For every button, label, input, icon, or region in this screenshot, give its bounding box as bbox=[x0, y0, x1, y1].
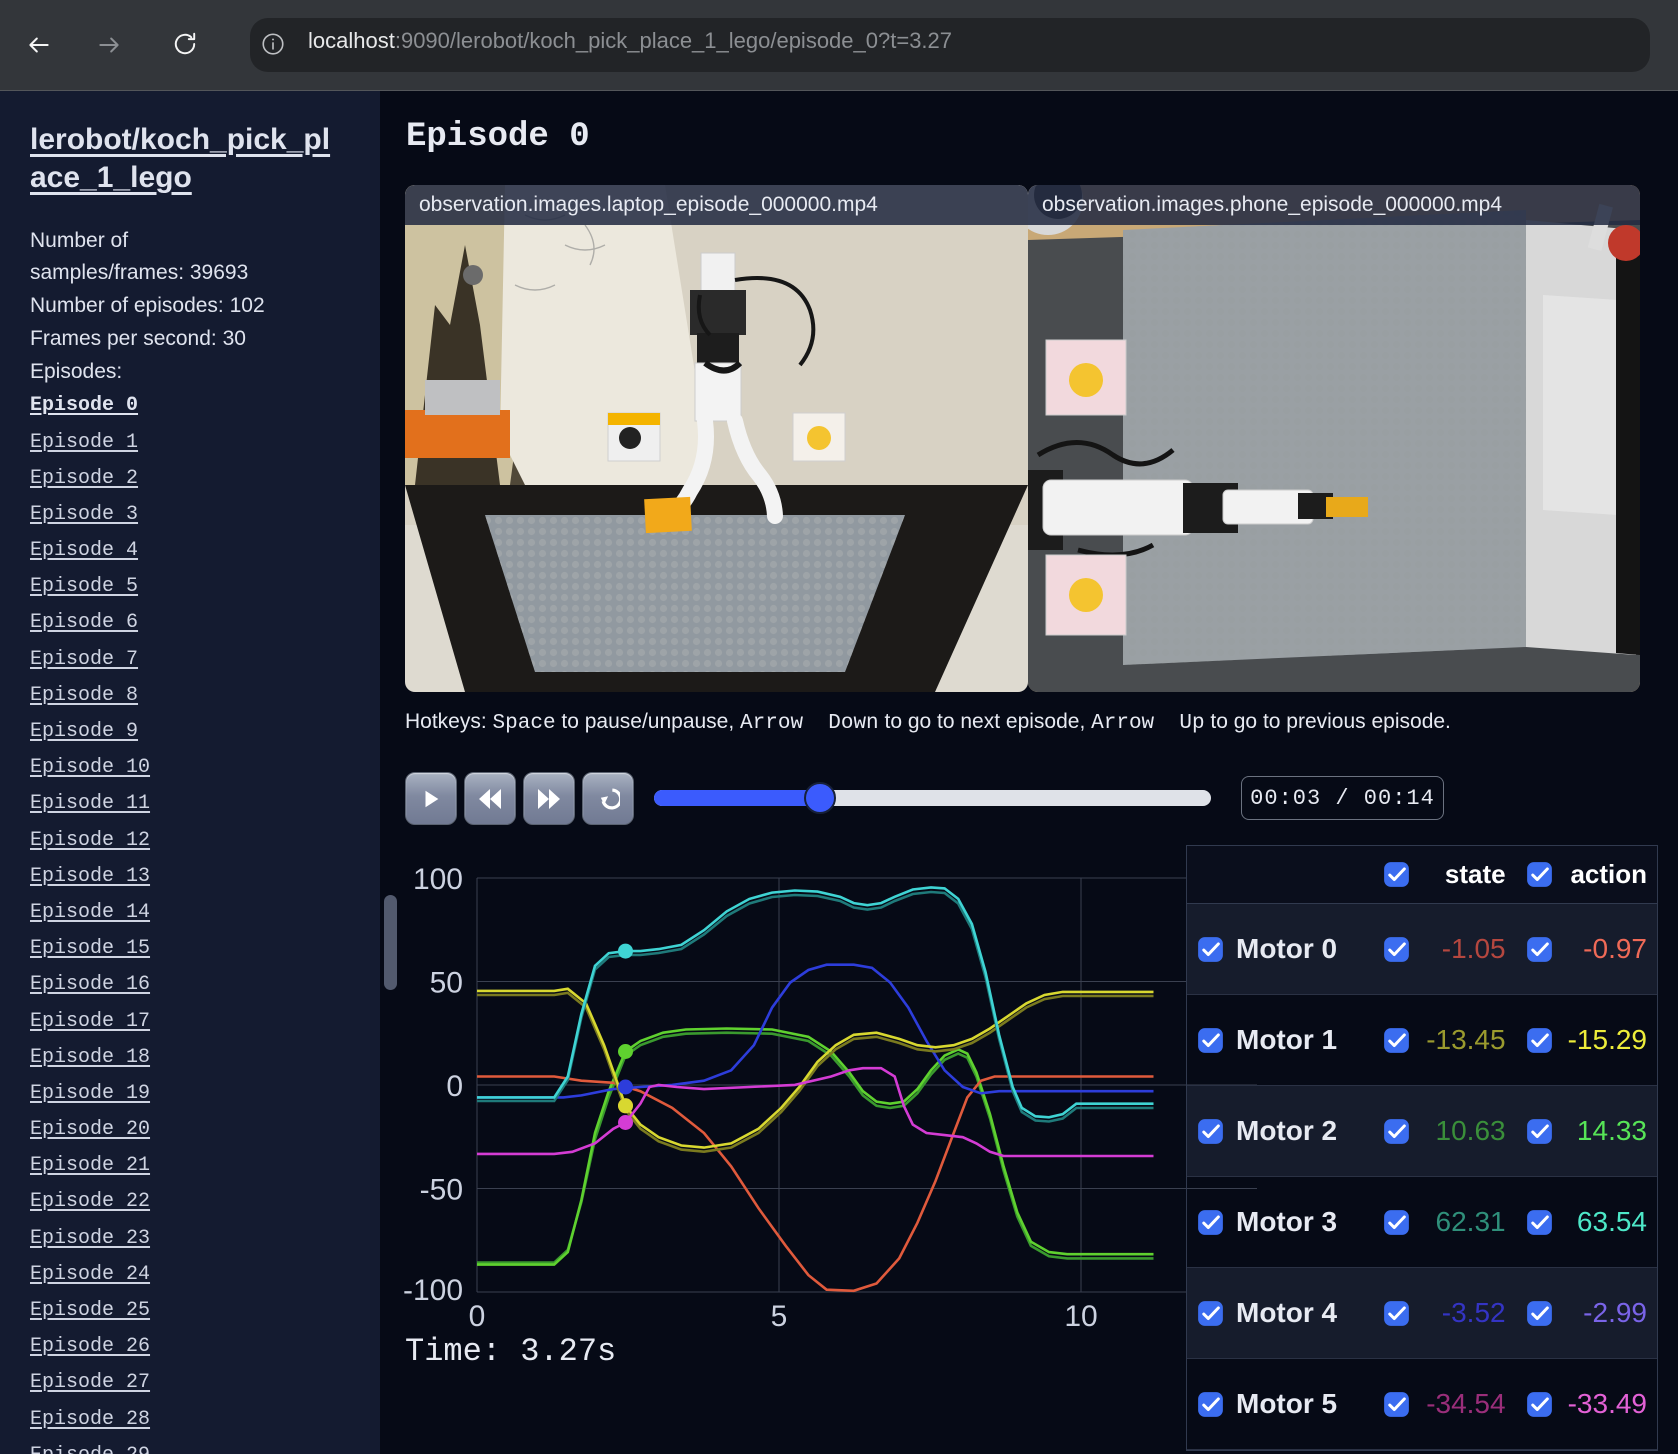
svg-text:-100: -100 bbox=[403, 1274, 463, 1307]
svg-text:5: 5 bbox=[771, 1300, 788, 1333]
svg-text:100: 100 bbox=[413, 863, 463, 896]
svg-text:0: 0 bbox=[469, 1300, 486, 1333]
svg-text:0: 0 bbox=[446, 1070, 463, 1103]
svg-text:50: 50 bbox=[430, 967, 463, 1000]
svg-text:-50: -50 bbox=[420, 1174, 463, 1207]
svg-text:10: 10 bbox=[1064, 1300, 1097, 1333]
